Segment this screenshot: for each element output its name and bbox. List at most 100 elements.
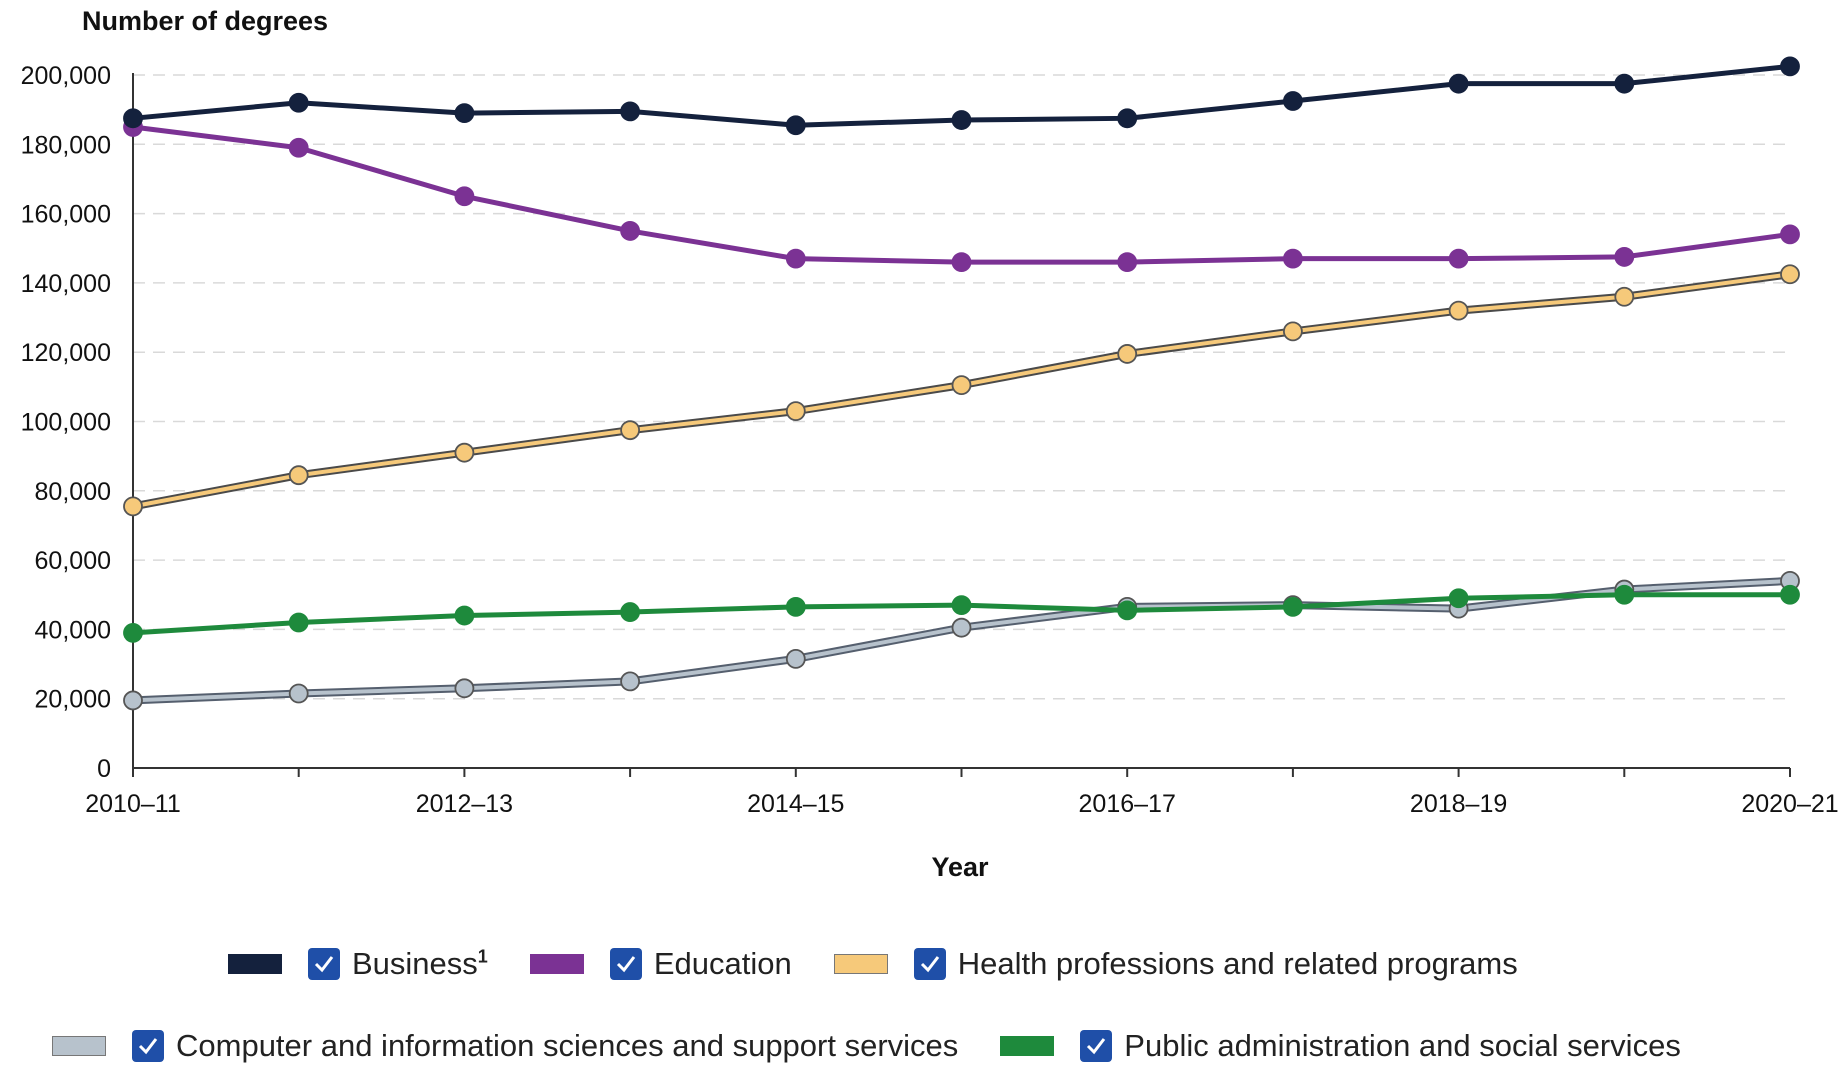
- data-point: [1117, 344, 1138, 364]
- y-tick-label: 20,000: [35, 686, 111, 714]
- series-group: [123, 56, 1800, 711]
- legend-item-education[interactable]: Education: [529, 946, 792, 982]
- data-point: [1448, 300, 1469, 321]
- y-tick-label: 200,000: [21, 62, 111, 90]
- data-point: [620, 671, 640, 692]
- y-tick-label: 0: [97, 755, 111, 783]
- data-point: [1614, 247, 1635, 267]
- x-axis: 2010–11 2012–13 2014–15 2016–17 2018–19 2020–…: [85, 767, 1839, 818]
- data-point: [454, 678, 475, 699]
- series-4: [123, 584, 1800, 643]
- data-point: [123, 690, 143, 711]
- data-point: [288, 612, 309, 633]
- data-point: [785, 401, 806, 422]
- data-point: [1614, 286, 1635, 307]
- y-tick-label: 40,000: [35, 616, 111, 644]
- series-2: [123, 264, 1800, 517]
- legend-item-public-admin[interactable]: Public administration and social service…: [1000, 1028, 1681, 1064]
- series-0: [123, 56, 1800, 136]
- y-tick-label: 100,000: [21, 409, 111, 437]
- data-point: [951, 252, 972, 273]
- data-point: [951, 595, 972, 616]
- x-axis-title: Year: [931, 852, 989, 880]
- data-point: [1117, 252, 1138, 273]
- series-line: [132, 124, 1791, 265]
- data-point: [288, 137, 309, 158]
- data-point: [1283, 248, 1303, 269]
- data-point: [1117, 600, 1138, 621]
- data-point: [785, 115, 806, 136]
- y-tick-label: 160,000: [21, 201, 111, 229]
- data-point: [123, 108, 143, 129]
- legend-swatch: [833, 954, 888, 974]
- legend-label-education: Education: [653, 946, 792, 981]
- checkbox-checked-icon[interactable]: [308, 948, 340, 980]
- series-3: [123, 570, 1800, 711]
- data-point: [1780, 56, 1800, 77]
- line-chart: Number of degrees 0 20,000 40,000 60,000 80,…: [21, 6, 1839, 880]
- data-point: [1614, 584, 1635, 605]
- data-point: [1283, 596, 1303, 617]
- legend-row-1: Business1 Education Health professions a…: [228, 942, 1518, 986]
- data-point: [1448, 588, 1469, 609]
- data-point: [454, 605, 475, 626]
- data-point: [288, 92, 309, 113]
- x-tick-label: 2014–15: [747, 790, 844, 818]
- legend-swatch: [228, 954, 282, 974]
- x-tick-label: 2020–21: [1741, 790, 1838, 818]
- data-point: [1780, 584, 1800, 605]
- y-tick-label: 180,000: [21, 131, 111, 159]
- data-point: [123, 496, 143, 517]
- data-point: [785, 248, 806, 269]
- data-point: [1614, 73, 1635, 94]
- data-point: [454, 186, 475, 207]
- data-point: [123, 622, 143, 643]
- legend-row-2: Computer and information sciences and su…: [52, 1024, 1681, 1068]
- data-point: [1780, 224, 1800, 245]
- data-point: [620, 420, 640, 441]
- legend-swatch: [529, 954, 584, 974]
- data-point: [785, 648, 806, 669]
- y-axis-title: Number of degrees: [82, 6, 328, 36]
- legend-item-computer[interactable]: Computer and information sciences and su…: [52, 1028, 958, 1064]
- legend-item-business[interactable]: Business1: [228, 946, 488, 982]
- data-point: [1283, 91, 1303, 111]
- legend-label-public-admin: Public administration and social service…: [1124, 1028, 1681, 1063]
- x-tick-label: 2016–17: [1079, 790, 1176, 818]
- x-tick-label: 2010–11: [85, 790, 180, 818]
- legend-swatch: [1000, 1036, 1055, 1056]
- y-tick-label: 60,000: [35, 547, 111, 575]
- y-tick-label: 120,000: [21, 339, 111, 367]
- data-point: [1780, 264, 1800, 285]
- data-point: [288, 683, 309, 704]
- data-point: [288, 465, 309, 486]
- grid: [133, 74, 1790, 700]
- data-point: [620, 602, 640, 622]
- data-point: [785, 596, 806, 617]
- checkbox-checked-icon[interactable]: [913, 948, 946, 980]
- legend-swatch: [52, 1036, 106, 1056]
- data-point: [620, 221, 640, 241]
- data-point: [1117, 108, 1138, 129]
- data-point: [454, 103, 475, 124]
- legend-item-health[interactable]: Health professions and related programs: [833, 946, 1518, 982]
- y-axis: 0 20,000 40,000 60,000 80,000 100,000 120,000 1…: [21, 62, 134, 783]
- legend-label-health: Health professions and related programs: [957, 946, 1518, 981]
- data-point: [1448, 73, 1469, 94]
- checkbox-checked-icon[interactable]: [1080, 1030, 1113, 1062]
- data-point: [454, 442, 475, 463]
- legend-label-business: Business1: [352, 946, 488, 981]
- checkbox-checked-icon[interactable]: [609, 948, 642, 980]
- data-point: [1448, 248, 1469, 269]
- data-point: [951, 375, 972, 396]
- data-point: [1283, 321, 1303, 342]
- y-tick-label: 140,000: [21, 270, 111, 298]
- legend-label-computer: Computer and information sciences and su…: [176, 1028, 959, 1063]
- y-tick-label: 80,000: [35, 478, 111, 506]
- data-point: [951, 110, 972, 130]
- series-1: [123, 117, 1800, 273]
- x-tick-label: 2012–13: [416, 790, 513, 818]
- data-point: [951, 617, 972, 638]
- checkbox-checked-icon[interactable]: [132, 1030, 164, 1062]
- data-point: [620, 101, 640, 122]
